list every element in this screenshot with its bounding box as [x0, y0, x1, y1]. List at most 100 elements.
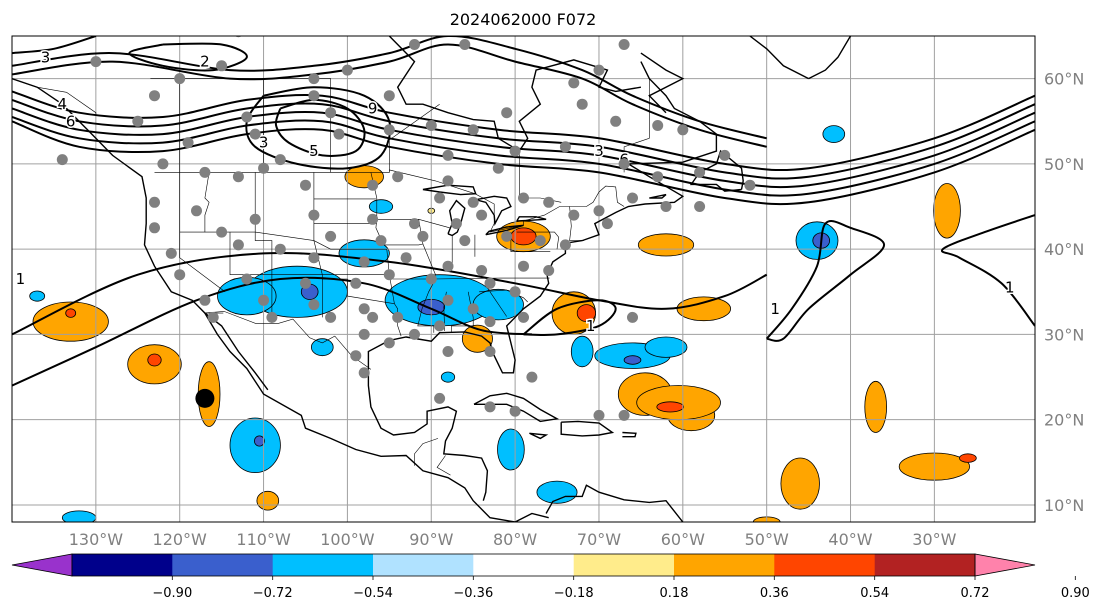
observation-site-marker — [694, 201, 706, 212]
observation-site-marker — [358, 328, 370, 340]
observation-site-marker — [325, 107, 337, 119]
latitude-labels: 60°N 50°N 40°N 30°N 20°N 10°N — [1044, 70, 1084, 515]
contour-line — [12, 251, 768, 336]
colorbar-tick-label: −0.54 — [353, 586, 393, 601]
observation-site-marker — [442, 346, 454, 357]
observation-site-marker — [442, 260, 454, 272]
observation-site-marker — [207, 311, 219, 323]
observation-site-marker — [543, 196, 555, 208]
observation-site-marker — [593, 64, 605, 76]
contour-label: 1 — [586, 317, 596, 335]
longitude-label: 110°W — [236, 530, 291, 549]
border-line — [254, 172, 273, 324]
observation-site-marker — [266, 311, 278, 323]
observation-site-marker — [308, 90, 320, 102]
contour-line — [12, 90, 1035, 172]
observation-site-marker — [509, 286, 521, 298]
observation-site-marker — [618, 39, 630, 50]
negative-anomaly-area — [310, 338, 334, 357]
observation-site-marker — [593, 205, 605, 217]
positive-anomaly-area — [576, 304, 597, 323]
observation-site-marker — [216, 60, 228, 72]
observation-site-marker — [333, 128, 345, 140]
observation-site-marker — [0, 22, 9, 33]
observation-site-marker — [383, 269, 395, 281]
observation-site-marker — [149, 196, 160, 208]
observation-site-marker — [492, 162, 504, 174]
observation-site-marker — [274, 243, 286, 255]
coastline — [622, 431, 637, 438]
border-line — [203, 311, 372, 370]
contour-line — [245, 86, 392, 170]
latitude-label: 40°N — [1044, 240, 1084, 259]
observation-site-marker — [526, 371, 538, 383]
colorbar-segment — [72, 554, 173, 576]
coastline — [808, 36, 852, 80]
observation-site-marker — [501, 230, 513, 242]
longitude-label: 30°W — [912, 530, 956, 549]
observation-site-marker — [484, 401, 496, 413]
observation-site-marker — [442, 149, 454, 161]
negative-anomaly-area — [440, 371, 456, 383]
observation-site-marker — [392, 311, 404, 323]
latitude-label: 20°N — [1044, 411, 1084, 430]
observation-site-marker — [476, 209, 488, 221]
positive-anomaly-area — [933, 183, 961, 239]
coastline — [485, 224, 524, 236]
observation-site-marker — [652, 120, 664, 131]
longitude-label: 50°W — [745, 530, 789, 549]
observation-site-marker — [467, 303, 479, 315]
observation-site-marker — [593, 409, 605, 421]
observation-site-marker — [308, 299, 320, 311]
observation-site-marker — [249, 213, 261, 225]
observation-site-marker — [367, 213, 379, 225]
contour-label: 6 — [66, 112, 76, 130]
observation-site-marker — [744, 179, 756, 191]
positive-anomaly-area — [637, 233, 695, 257]
colorbar-tick-label: 0.90 — [1061, 586, 1090, 601]
observation-site-marker — [232, 171, 244, 183]
observation-site-marker — [652, 171, 664, 183]
longitude-label: 130°W — [69, 530, 124, 549]
contour-label: 4 — [58, 95, 68, 113]
contour-lines — [12, 36, 1035, 387]
observation-site-marker — [476, 265, 488, 276]
colorbar-tick-label: 0.54 — [860, 586, 889, 601]
colorbar-segment — [573, 554, 675, 576]
observation-site-marker — [484, 346, 496, 357]
colorbar-tick-label: 0.18 — [660, 586, 689, 601]
colorbar-segment — [473, 554, 575, 576]
contour-line — [12, 43, 767, 148]
contour-line — [274, 98, 366, 157]
observation-site-marker — [400, 252, 412, 264]
colorbar-segment — [874, 554, 976, 576]
coastline — [475, 195, 512, 227]
coastline — [12, 77, 549, 522]
contour-label: 2 — [200, 53, 210, 71]
observation-site-marker — [383, 90, 395, 102]
colorbar-segment — [774, 554, 876, 576]
observation-site-marker — [258, 294, 270, 306]
negative-anomaly-area — [570, 335, 594, 368]
colorbar-low-extend — [11, 553, 73, 577]
observation-site-marker — [132, 115, 144, 127]
border-line — [414, 438, 439, 466]
positive-anomaly-area — [32, 301, 109, 342]
observation-site-marker — [618, 158, 630, 170]
border-line — [383, 243, 423, 246]
observation-site-marker — [568, 77, 580, 89]
border-line — [370, 172, 384, 246]
observation-site-marker — [182, 137, 194, 149]
observation-site-marker — [484, 277, 496, 289]
observation-site-marker — [350, 277, 362, 289]
colorbar-segment — [373, 554, 474, 576]
observation-site-marker — [392, 171, 404, 183]
observation-site-marker — [383, 124, 395, 136]
coastline — [516, 216, 547, 222]
latitude-label: 10°N — [1044, 496, 1084, 515]
contour-label: 1 — [1005, 279, 1015, 297]
observation-site-marker — [191, 205, 202, 217]
observation-site-marker — [300, 179, 311, 191]
observation-site-marker — [308, 209, 320, 221]
